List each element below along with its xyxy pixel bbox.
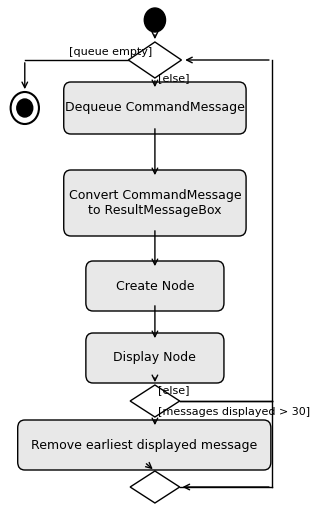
Circle shape <box>11 92 39 124</box>
FancyBboxPatch shape <box>64 82 246 134</box>
Circle shape <box>144 8 166 32</box>
Polygon shape <box>130 385 180 417</box>
FancyBboxPatch shape <box>86 333 224 383</box>
Text: Display Node: Display Node <box>113 351 196 365</box>
Text: [else]: [else] <box>157 73 189 83</box>
Circle shape <box>17 99 33 117</box>
Text: [else]: [else] <box>157 385 189 395</box>
FancyBboxPatch shape <box>18 420 271 470</box>
Text: Convert CommandMessage
to ResultMessageBox: Convert CommandMessage to ResultMessageB… <box>68 189 241 217</box>
FancyBboxPatch shape <box>86 261 224 311</box>
Polygon shape <box>130 471 180 503</box>
Text: Create Node: Create Node <box>116 279 194 292</box>
Text: Dequeue CommandMessage: Dequeue CommandMessage <box>65 101 245 115</box>
Text: [queue empty]: [queue empty] <box>69 47 152 57</box>
Polygon shape <box>128 42 182 78</box>
FancyBboxPatch shape <box>64 170 246 236</box>
Text: [messages displayed > 30]: [messages displayed > 30] <box>157 407 310 417</box>
Text: Remove earliest displayed message: Remove earliest displayed message <box>31 438 258 451</box>
